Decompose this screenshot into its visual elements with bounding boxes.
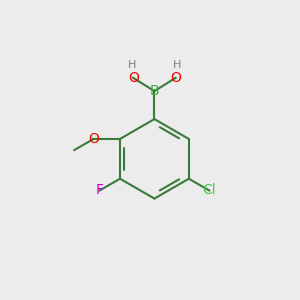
Text: O: O: [128, 71, 139, 85]
Text: H: H: [128, 61, 136, 70]
Text: O: O: [88, 132, 99, 146]
Text: F: F: [96, 184, 104, 197]
Text: O: O: [170, 71, 181, 85]
Text: H: H: [173, 61, 181, 70]
Text: Cl: Cl: [202, 184, 216, 197]
Text: B: B: [150, 84, 159, 98]
